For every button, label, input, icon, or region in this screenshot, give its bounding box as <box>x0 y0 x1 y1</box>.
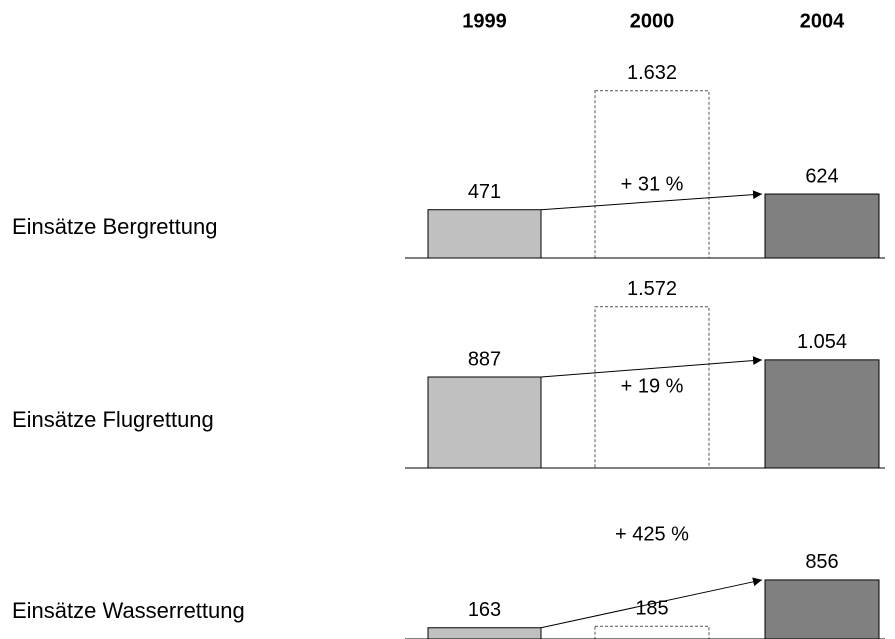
bar <box>594 625 710 639</box>
value-label: 624 <box>805 165 838 187</box>
column-header: 2004 <box>800 10 845 32</box>
value-label: 163 <box>468 599 501 621</box>
value-label: 471 <box>468 181 501 203</box>
column-header: 1999 <box>462 10 507 32</box>
change-arrow <box>540 356 763 378</box>
change-annotation: + 425 % <box>615 523 689 545</box>
value-label: 1.572 <box>627 278 677 300</box>
value-label: 1.632 <box>627 62 677 84</box>
change-annotation: + 19 % <box>621 375 684 397</box>
change-annotation: + 31 % <box>621 173 684 195</box>
bar <box>427 376 542 469</box>
bar <box>427 627 542 639</box>
change-arrow <box>540 577 763 629</box>
bar <box>764 359 880 469</box>
row-label: Einsätze Bergrettung <box>12 214 217 239</box>
change-arrow <box>540 190 763 211</box>
value-label: 185 <box>635 598 668 620</box>
value-label: 1.054 <box>797 331 847 353</box>
value-label: 887 <box>468 348 501 370</box>
row-label: Einsätze Wasserrettung <box>12 598 245 623</box>
bar <box>594 90 710 259</box>
bar <box>764 579 880 639</box>
value-label: 856 <box>805 551 838 573</box>
bar <box>764 193 880 259</box>
column-header: 2000 <box>630 10 675 32</box>
row-label: Einsätze Flugrettung <box>12 407 214 432</box>
bar <box>427 209 542 259</box>
